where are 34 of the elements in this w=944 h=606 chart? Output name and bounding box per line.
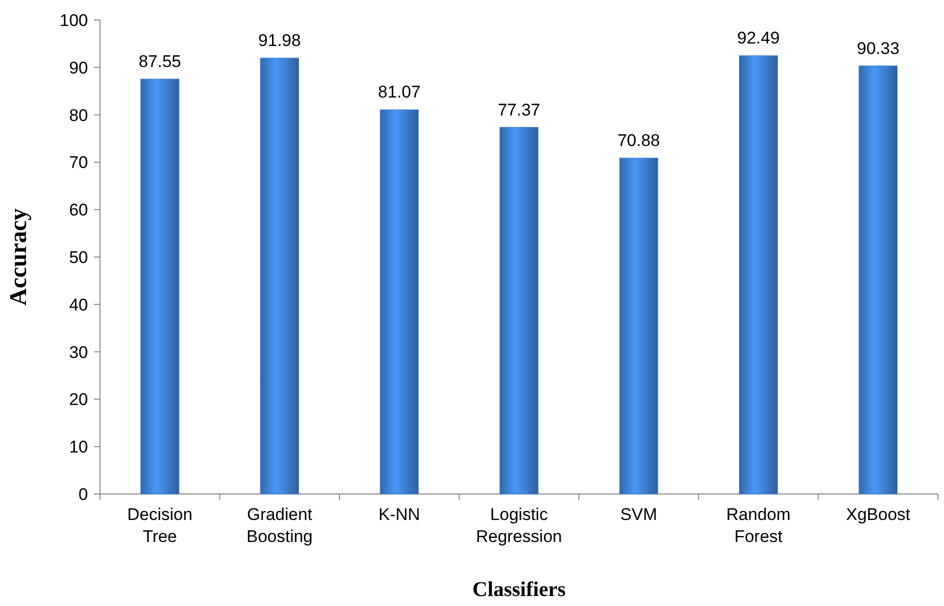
x-tick-label: Gradient Boosting (246, 505, 313, 546)
x-tick-label: XgBoost (846, 505, 911, 524)
y-tick-label: 70 (69, 153, 88, 172)
data-label: 81.07 (378, 82, 421, 102)
data-label: 70.88 (617, 131, 660, 150)
data-label: 77.37 (498, 100, 540, 120)
x-tick-label: K-NN (378, 505, 420, 524)
y-tick-label: 20 (69, 390, 88, 410)
x-tick-label: SVM (620, 505, 658, 524)
bar (260, 58, 299, 494)
x-axis-title: Classifiers (472, 577, 566, 601)
bar (858, 66, 898, 494)
bar (500, 127, 538, 494)
x-tick-label: Decision Tree (127, 505, 192, 546)
y-tick-label: 50 (69, 248, 88, 267)
data-label: 90.33 (856, 38, 900, 58)
y-axis-title: Accuracy (6, 208, 32, 306)
x-tick-label: Random Forest (726, 505, 791, 546)
bar (619, 158, 658, 494)
y-tick-label: 90 (69, 58, 88, 78)
y-tick-label: 40 (69, 295, 88, 314)
y-tick-label: 100 (60, 10, 88, 30)
bar (739, 55, 778, 494)
bar (380, 109, 419, 494)
data-label: 87.55 (138, 52, 182, 72)
y-tick-label: 10 (69, 438, 88, 457)
y-tick-label: 30 (69, 342, 88, 362)
y-tick-label: 60 (69, 200, 88, 220)
y-tick-label: 80 (69, 106, 88, 125)
bar (140, 78, 180, 494)
y-tick-label: 0 (78, 484, 88, 504)
data-label: 92.49 (737, 28, 780, 48)
data-label: 91.98 (258, 31, 301, 50)
x-tick-label: Logistic Regression (476, 505, 562, 546)
